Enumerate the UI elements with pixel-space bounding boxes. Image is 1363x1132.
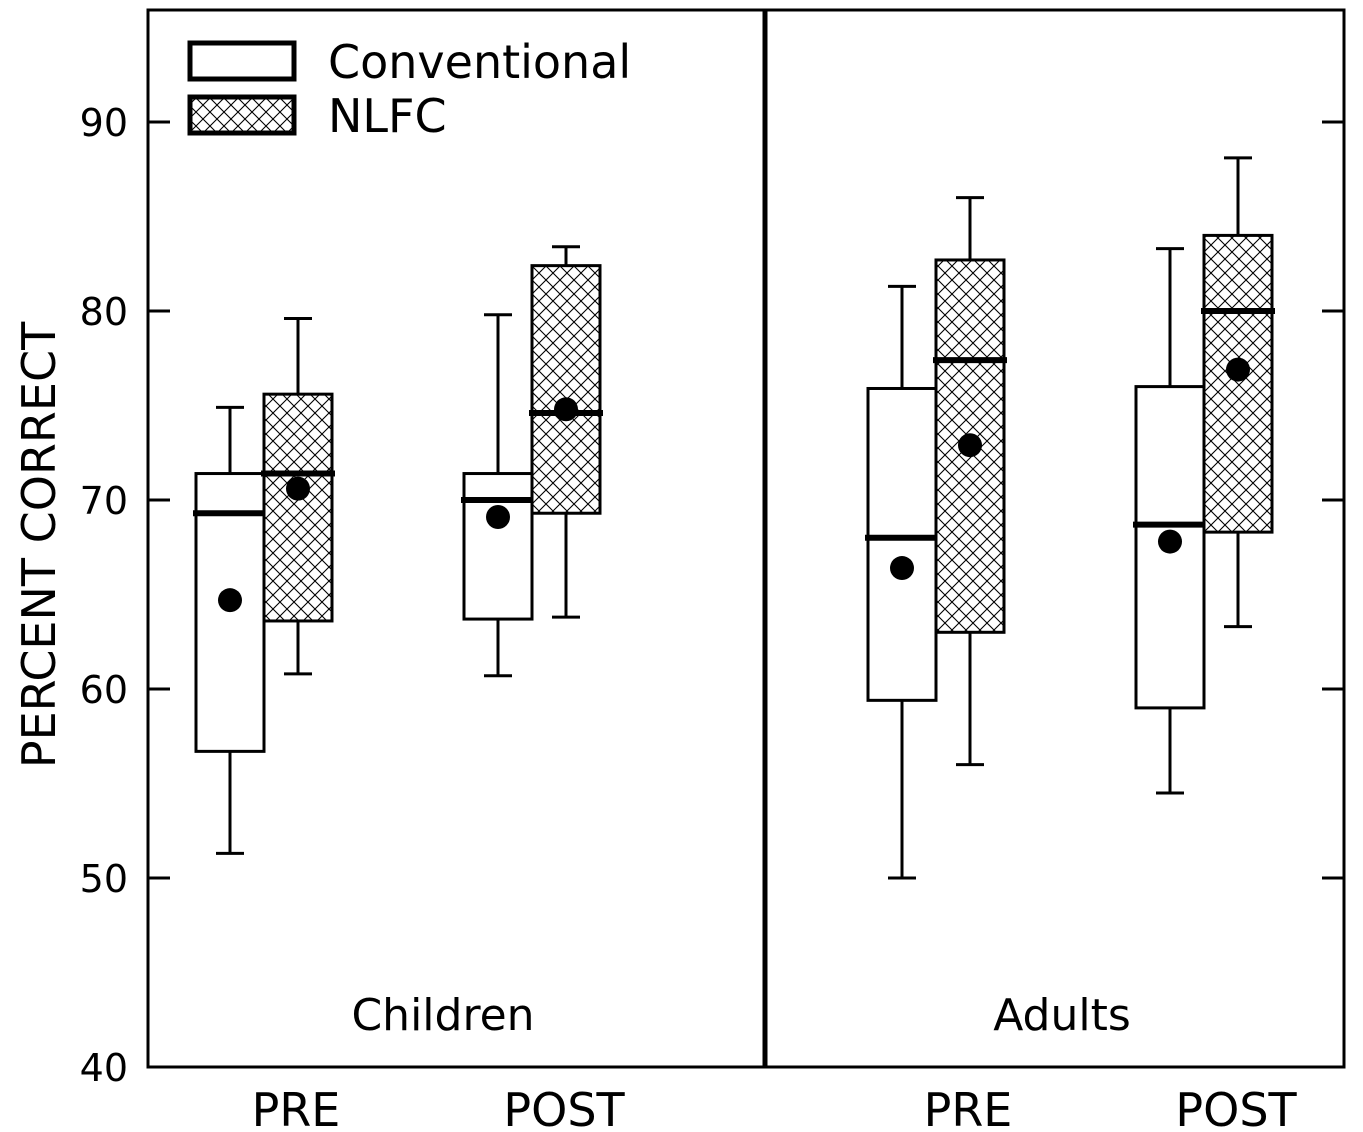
mean-point — [958, 433, 982, 458]
y-tick-label: 50 — [80, 857, 128, 901]
mean-point — [286, 476, 310, 501]
mean-point — [554, 397, 578, 422]
box-conventional — [865, 284, 939, 880]
mean-point — [218, 588, 242, 613]
iqr-box — [866, 386, 938, 702]
box-nlfc — [1201, 156, 1275, 629]
panel-adults: Adults PRE POST — [865, 156, 1298, 1132]
mean-point — [1158, 529, 1182, 554]
panel-label: Adults — [993, 990, 1131, 1041]
y-tick-label: 80 — [80, 290, 128, 334]
mean-point — [890, 556, 914, 581]
legend-label: Conventional — [328, 35, 631, 89]
box-nlfc — [529, 245, 603, 619]
iqr-box — [262, 392, 334, 623]
x-category-label: PRE — [252, 1083, 341, 1132]
box-conventional — [461, 313, 535, 678]
y-tick-label: 90 — [80, 101, 128, 145]
x-category-label: POST — [1175, 1083, 1297, 1132]
y-axis: 40 50 60 70 80 90 — [80, 101, 1344, 1090]
legend-label: NLFC — [328, 89, 447, 143]
iqr-box — [1202, 233, 1274, 534]
box-conventional — [193, 405, 267, 855]
x-category-label: POST — [503, 1083, 625, 1132]
mean-point — [1226, 357, 1250, 382]
box-nlfc — [261, 317, 335, 676]
iqr-box — [462, 472, 534, 621]
plot-frame — [146, 8, 1346, 1069]
legend-swatch-conventional — [187, 40, 297, 82]
box-nlfc — [933, 196, 1007, 767]
y-tick-label: 40 — [80, 1046, 128, 1090]
box-conventional — [1133, 247, 1207, 795]
legend-swatch-nlfc — [187, 94, 297, 136]
x-category-label: PRE — [924, 1083, 1013, 1132]
plot-border — [146, 8, 1346, 1069]
y-axis-label: PERCENT CORRECT — [12, 321, 66, 768]
y-tick-label: 70 — [80, 479, 128, 523]
panel-label: Children — [351, 990, 534, 1041]
y-tick-label: 60 — [80, 668, 128, 712]
iqr-box — [530, 264, 602, 515]
mean-point — [486, 505, 510, 530]
